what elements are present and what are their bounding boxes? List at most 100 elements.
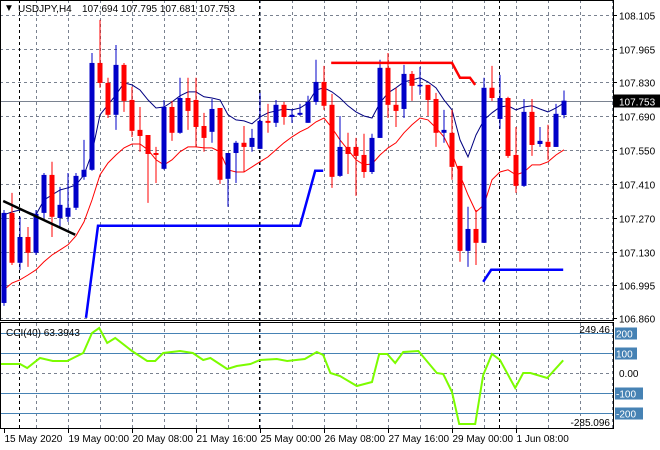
time-tick-label: 26 May 08:00 — [325, 434, 386, 445]
candle-body — [513, 154, 519, 186]
time-tick-label: 29 May 00:00 — [453, 434, 514, 445]
candle-body — [441, 129, 447, 133]
candle-body — [209, 108, 215, 132]
bear-candle — [97, 19, 103, 88]
time-tick-label: 25 May 00:00 — [261, 434, 322, 445]
bull-candle — [249, 128, 255, 152]
bull-candle — [417, 66, 423, 95]
candle-body — [233, 142, 239, 154]
bear-candle — [361, 133, 367, 178]
cci-min-label: -285.096 — [571, 418, 611, 429]
bear-candle — [185, 77, 191, 130]
cci-level-label: 200 — [616, 330, 633, 341]
cci-max-label: 249.46 — [579, 325, 610, 336]
candle-body — [337, 146, 343, 176]
cci-level-label: -100 — [616, 390, 636, 401]
candle-body — [281, 104, 287, 117]
candle-body — [97, 62, 103, 83]
ohlc-readout: 107.694 107.795 107.681 107.753 — [82, 4, 235, 15]
candle-body — [65, 207, 71, 217]
bull-candle — [17, 216, 23, 270]
bull-candle — [41, 172, 47, 218]
bull-candle — [305, 95, 311, 123]
bear-candle — [433, 92, 439, 147]
bull-candle — [233, 140, 239, 183]
candle-body — [537, 140, 543, 145]
fast-ma-line — [3, 77, 565, 216]
bear-candle — [345, 132, 351, 174]
bear-candle — [513, 126, 519, 193]
bull-candle — [369, 133, 375, 174]
candle-body — [49, 174, 55, 217]
bull-candle — [57, 186, 63, 228]
price-tick-label: 107.830 — [619, 79, 656, 90]
candle-body — [273, 104, 279, 123]
candle-body — [105, 82, 111, 115]
bull-candle — [161, 99, 167, 170]
bull-candle — [537, 126, 543, 147]
price-tick-label: 107.550 — [619, 147, 656, 158]
bull-candle — [521, 98, 527, 187]
candle-body — [169, 107, 175, 133]
candle-body — [225, 153, 231, 179]
candle-body — [417, 84, 423, 87]
bull-candle — [273, 99, 279, 127]
support-step-line — [482, 268, 564, 283]
price-tick-label: 107.965 — [619, 46, 656, 57]
price-tick-label: 107.410 — [619, 181, 656, 192]
candle-body — [393, 104, 399, 111]
cci-level-label: 100 — [616, 350, 633, 361]
candle-body — [193, 99, 199, 127]
bull-candle — [225, 153, 231, 207]
candle-body — [329, 104, 335, 177]
symbol-label: USDJPY,H4 — [18, 4, 72, 15]
candle-body — [361, 154, 367, 172]
candle-body — [465, 228, 471, 251]
bear-candle — [169, 100, 175, 141]
bull-candle — [65, 172, 71, 222]
bear-candle — [153, 146, 159, 183]
candle-body — [121, 64, 127, 101]
bear-candle — [545, 124, 551, 160]
candle-body — [217, 107, 223, 180]
candle-body — [497, 97, 503, 119]
bear-candle — [449, 109, 455, 180]
candle-body — [529, 111, 535, 145]
candle-body — [177, 97, 183, 133]
bear-candle — [281, 101, 287, 125]
bull-candle — [337, 116, 343, 177]
bear-candle — [529, 98, 535, 156]
candle-body — [249, 137, 255, 147]
collapse-triangle-icon[interactable]: ▼ — [4, 3, 14, 14]
cci-line — [0, 326, 564, 425]
candle-body — [25, 236, 31, 253]
bear-candle — [193, 77, 199, 147]
bear-candle — [137, 107, 143, 152]
current-price-badge — [614, 94, 660, 108]
bear-candle — [353, 137, 359, 196]
bull-candle — [561, 90, 567, 119]
candle-body — [481, 87, 487, 243]
price-panel-border — [0, 0, 614, 321]
bull-candle — [209, 98, 215, 143]
bull-candle — [441, 109, 447, 143]
bear-candle — [329, 93, 335, 188]
candle-body — [129, 99, 135, 131]
time-tick-label: 21 May 16:00 — [197, 434, 258, 445]
cci-level-badge — [615, 407, 643, 420]
bear-candle — [425, 84, 431, 117]
bull-candle — [113, 44, 119, 130]
cci-level-label: -200 — [616, 410, 636, 421]
slow-ma-line — [3, 117, 565, 291]
candle-body — [201, 125, 207, 138]
time-tick-label: 15 May 2020 — [5, 434, 63, 445]
bull-candle — [177, 77, 183, 134]
bear-candle — [105, 77, 111, 118]
candle-body — [17, 236, 23, 263]
candle-body — [433, 98, 439, 133]
bear-candle — [25, 227, 31, 267]
cci-panel — [0, 326, 613, 425]
time-tick-label: 27 May 16:00 — [389, 434, 450, 445]
candle-body — [345, 146, 351, 154]
